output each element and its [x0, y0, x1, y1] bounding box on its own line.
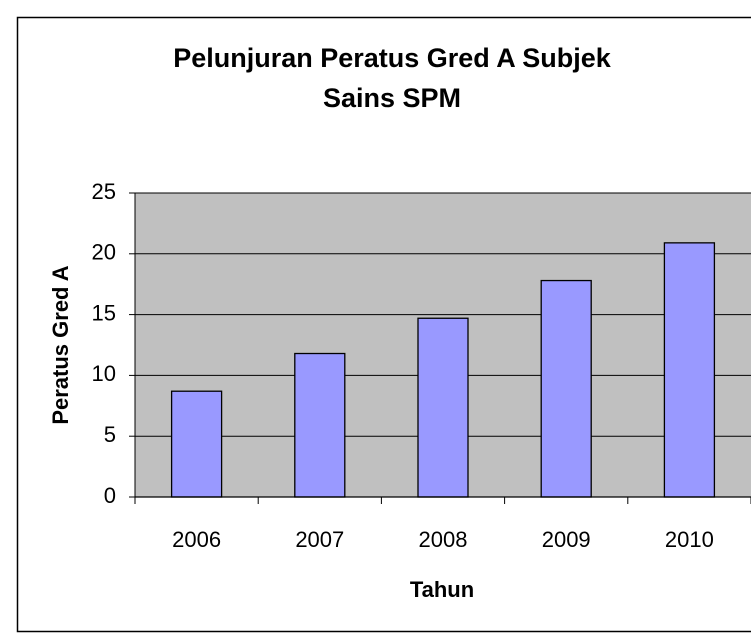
x-axis-label: Tahun [410, 577, 474, 602]
y-tick-label: 20 [92, 240, 116, 265]
x-tick-label: 2010 [665, 527, 714, 552]
bar [540, 279, 592, 498]
y-tick-label: 10 [92, 361, 116, 386]
y-axis-label: Peratus Gred A [48, 265, 73, 424]
chart-title: Pelunjuran Peratus Gred A Subjek [173, 43, 612, 73]
x-tick-label: 2008 [419, 527, 468, 552]
chart-title: Sains SPM [323, 83, 461, 113]
bar [170, 390, 223, 498]
x-tick-label: 2009 [542, 527, 591, 552]
y-tick-label: 5 [104, 422, 116, 447]
x-tick-label: 2006 [172, 527, 221, 552]
bar [417, 317, 469, 498]
bar [294, 352, 346, 498]
y-tick-label: 15 [92, 300, 116, 325]
bar [663, 242, 716, 498]
y-tick-label: 0 [104, 483, 116, 508]
x-tick-label: 2007 [295, 527, 344, 552]
y-tick-label: 25 [92, 179, 116, 204]
